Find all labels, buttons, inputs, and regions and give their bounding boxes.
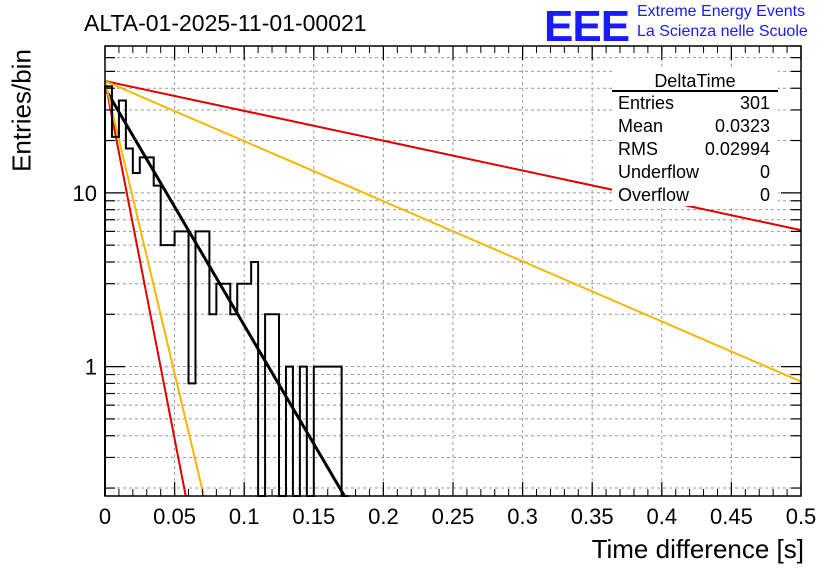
axis-ticks: [104, 45, 802, 496]
fit-line-lower-fast: [104, 80, 205, 497]
stat-label: RMS: [618, 139, 658, 159]
x-tick-label: 0.45: [710, 504, 753, 529]
histogram-outline: [104, 85, 349, 497]
stat-value: 0.02994: [704, 139, 770, 159]
histogram-bin: [223, 284, 230, 496]
logo-line-1: Extreme Energy Events: [637, 3, 806, 20]
histogram-bin: [202, 231, 209, 496]
x-tick-label: 0.3: [507, 504, 538, 529]
histogram-bin: [335, 367, 342, 496]
stat-row-underflow: Underflow 0: [618, 162, 772, 184]
fit-line-lower-slow: [104, 80, 802, 383]
stat-value: 0.0323: [714, 116, 770, 136]
logo-line-2: La Scienza nelle Scuole: [637, 23, 808, 40]
histogram: [104, 85, 349, 497]
fit-line-fit: [103, 87, 346, 497]
stats-title: DeltaTime: [654, 71, 736, 91]
histogram-bin: [216, 284, 223, 496]
stat-value: 0: [759, 185, 770, 205]
x-axis-label: Time difference [s]: [591, 534, 804, 564]
x-tick-label: 0.25: [432, 504, 475, 529]
histogram-bin: [140, 157, 147, 496]
axis-tick-labels: 0 0.05 0.1 0.15 0.2 0.25 0.3 0.35 0.4 0.45 0.5 1 10: [73, 181, 817, 529]
stat-row-entries: Entries 301: [618, 93, 772, 115]
histogram-bin: [314, 367, 321, 496]
stats-box: DeltaTime Entries 301 Mean 0.0323 RMS 0.…: [612, 70, 778, 206]
histogram-bin: [195, 231, 202, 496]
histogram-bin: [286, 367, 293, 496]
y-tick-label: 10: [73, 181, 97, 206]
stat-label: Entries: [618, 93, 675, 113]
x-tick-label: 0: [99, 504, 111, 529]
x-tick-label: 0.35: [571, 504, 614, 529]
x-tick-label: 0.15: [292, 504, 335, 529]
x-tick-label: 0.4: [647, 504, 678, 529]
histogram-bin: [251, 262, 258, 496]
y-axis-label: Entries/bin: [6, 49, 37, 172]
stat-value: 0: [759, 162, 770, 182]
histogram-bin: [182, 231, 189, 496]
stat-row-mean: Mean 0.0323: [618, 116, 772, 138]
stats-divider: [612, 90, 778, 92]
stat-label: Underflow: [618, 162, 700, 182]
stat-label: Mean: [618, 116, 664, 136]
x-tick-label: 0.2: [368, 504, 399, 529]
fit-line-upper-fast: [104, 80, 187, 497]
histogram-bin: [321, 367, 328, 496]
chart-title: ALTA-01-2025-11-01-00021: [84, 10, 367, 36]
x-tick-label: 0.5: [786, 504, 817, 529]
histogram-bin: [112, 137, 119, 496]
x-tick-label: 0.1: [229, 504, 260, 529]
stat-label: Overflow: [618, 185, 690, 205]
eee-logo: EEE: [544, 2, 630, 51]
stat-value: 301: [739, 93, 770, 113]
x-tick-label: 0.05: [153, 504, 196, 529]
stat-row-overflow: Overflow 0: [618, 185, 772, 207]
histogram-bin: [105, 86, 112, 496]
y-tick-label: 1: [85, 355, 97, 380]
stat-row-rms: RMS 0.02994: [618, 139, 772, 161]
histogram-bin: [244, 284, 251, 496]
